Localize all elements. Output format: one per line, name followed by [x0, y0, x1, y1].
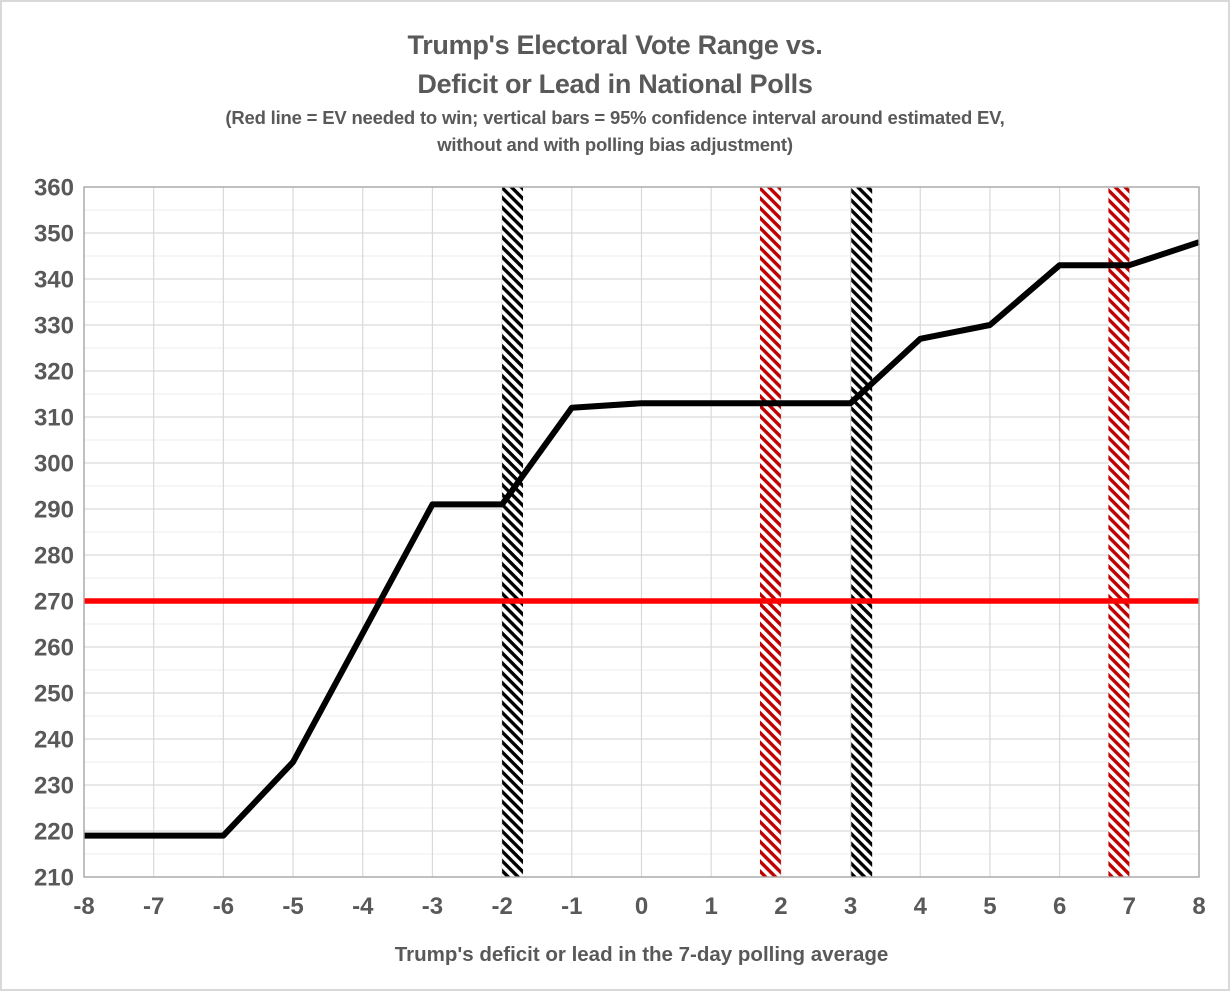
y-tick-label: 210 [34, 865, 74, 892]
x-tick-label: -5 [282, 893, 303, 920]
x-tick-label: -1 [561, 893, 582, 920]
chart-subtitle-line-2: without and with polling bias adjustment… [437, 134, 793, 155]
x-tick-label: -3 [422, 893, 443, 920]
x-tick-label: 0 [635, 893, 648, 920]
x-tick-label: -2 [491, 893, 512, 920]
x-tick-label: 7 [1123, 893, 1136, 920]
x-tick-label: -8 [73, 893, 94, 920]
y-tick-label: 230 [34, 773, 74, 800]
y-tick-label: 350 [34, 221, 74, 248]
plot-border [83, 186, 1200, 878]
x-tick-label: 3 [844, 893, 857, 920]
y-tick-label: 330 [34, 313, 74, 340]
x-tick-label: 2 [774, 893, 787, 920]
y-tick-label: 220 [34, 819, 74, 846]
chart-title-line-1: Trump's Electoral Vote Range vs. [407, 30, 823, 60]
ci-upper-without-bias-adjustment [851, 187, 873, 877]
estimated-ev-series-line [84, 239, 1200, 839]
y-tick-label: 300 [34, 451, 74, 478]
y-tick-label: 310 [34, 405, 74, 432]
x-tick-label: 5 [983, 893, 996, 920]
x-tick-label: 8 [1192, 893, 1205, 920]
ci-upper-with-bias-adjustment [1108, 187, 1130, 877]
x-tick-label: -4 [352, 893, 374, 920]
y-tick-label: 270 [34, 589, 74, 616]
ci-lower-with-bias-adjustment [759, 187, 781, 877]
y-tick-label: 280 [34, 543, 74, 570]
y-tick-label: 250 [34, 681, 74, 708]
y-tick-label: 340 [34, 267, 74, 294]
y-tick-label: 260 [34, 635, 74, 662]
y-tick-label: 360 [34, 175, 74, 202]
x-tick-label: 4 [914, 893, 928, 920]
y-tick-label: 290 [34, 497, 74, 524]
chart-subtitle-line-1: (Red line = EV needed to win; vertical b… [225, 107, 1005, 128]
x-tick-label: -6 [213, 893, 234, 920]
ci-lower-without-bias-adjustment [502, 187, 524, 877]
x-axis-title: Trump's deficit or lead in the 7-day pol… [395, 943, 889, 966]
y-tick-label: 240 [34, 727, 74, 754]
x-tick-label: 1 [705, 893, 718, 920]
y-tick-label: 320 [34, 359, 74, 386]
chart-title-line-2: Deficit or Lead in National Polls [417, 69, 813, 99]
chart-header: Trump's Electoral Vote Range vs. Deficit… [2, 26, 1228, 158]
x-tick-label: 6 [1053, 893, 1066, 920]
x-tick-label: -7 [143, 893, 164, 920]
